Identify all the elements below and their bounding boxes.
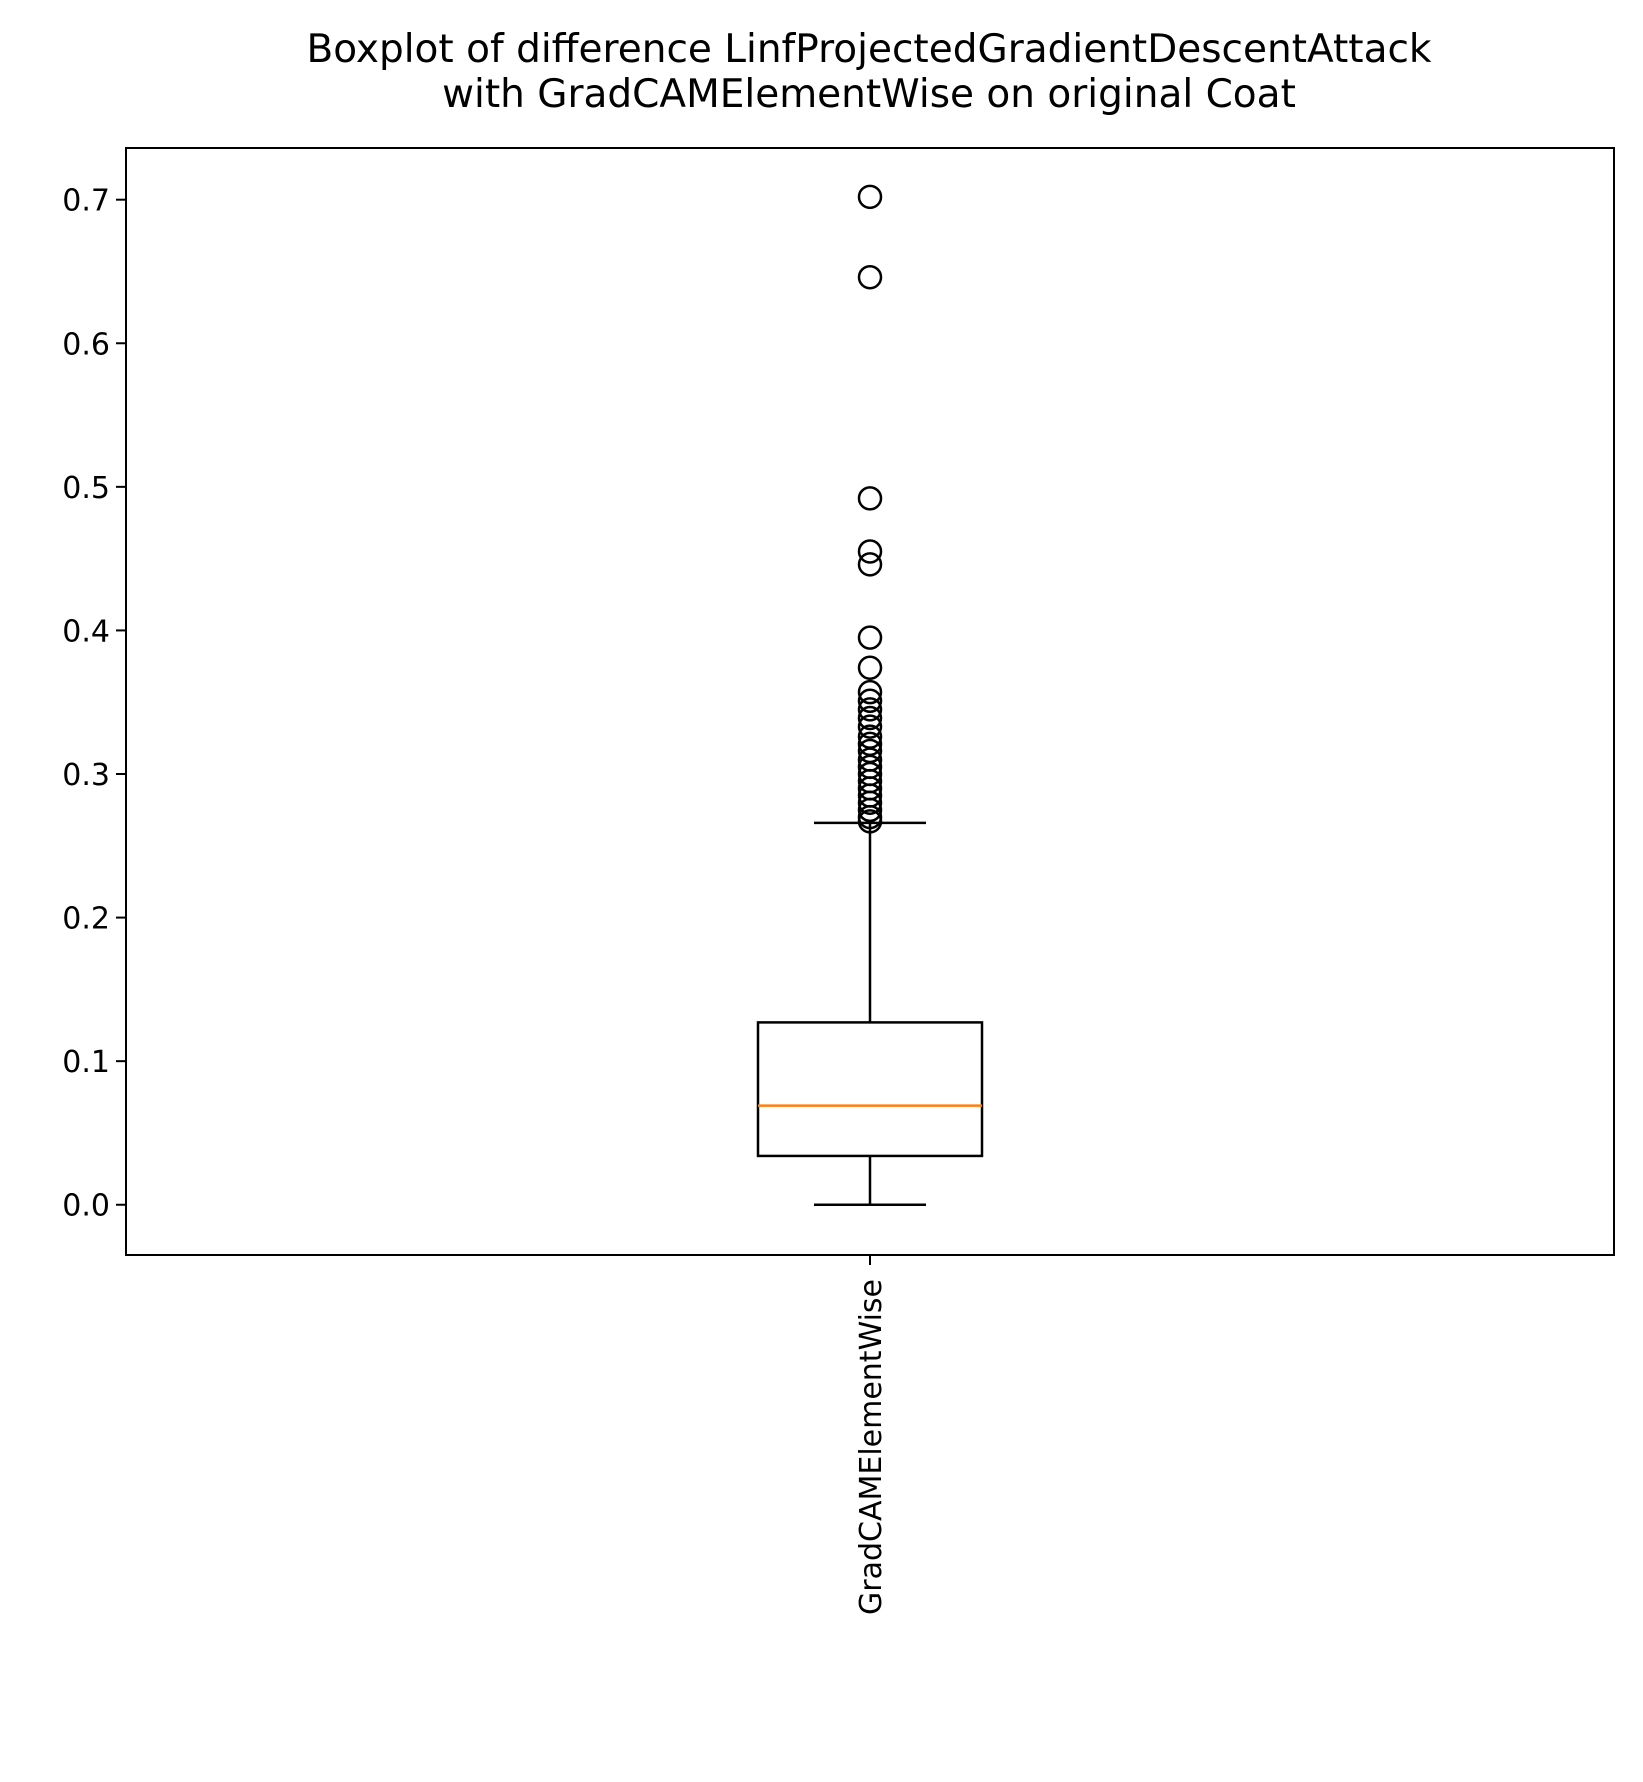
chart-title-line-1: Boxplot of difference LinfProjectedGradi… — [306, 27, 1431, 72]
y-tick-label: 0.4 — [62, 614, 110, 649]
y-axis: 0.0 0.1 0.2 0.3 0.4 0.5 0.6 0.7 — [62, 184, 126, 1224]
outlier-point — [857, 797, 883, 823]
y-tick-label: 0.3 — [62, 758, 110, 793]
outlier-point — [857, 809, 883, 834]
box-series — [756, 184, 984, 1206]
outlier-point — [857, 552, 883, 577]
y-tick-label: 0.0 — [62, 1189, 110, 1224]
y-tick-label: 0.1 — [62, 1045, 110, 1080]
outlier-point — [857, 714, 883, 739]
iqr-box — [756, 1021, 984, 1158]
outlier-point — [857, 679, 883, 705]
outlier-point — [857, 790, 883, 815]
outlier-point — [857, 539, 883, 564]
outlier-point — [857, 625, 883, 650]
y-tick-label: 0.2 — [62, 902, 110, 937]
outlier-point — [857, 705, 883, 731]
y-tick-label: 0.5 — [62, 471, 110, 506]
outlier-point — [857, 688, 883, 714]
outlier-point — [857, 697, 883, 722]
chart-title-line-2: with GradCAMElementWise on original Coat — [442, 72, 1296, 117]
outlier-point — [857, 486, 883, 511]
x-axis: GradCAMElementWise — [854, 1255, 889, 1615]
y-tick-label: 0.7 — [62, 184, 110, 219]
x-tick-label: GradCAMElementWise — [854, 1279, 889, 1615]
outlier-point — [857, 184, 883, 210]
y-tick-label: 0.6 — [62, 327, 110, 362]
outlier-point — [857, 655, 883, 681]
outlier-point — [857, 264, 883, 290]
plot-area-frame — [125, 147, 1615, 1256]
